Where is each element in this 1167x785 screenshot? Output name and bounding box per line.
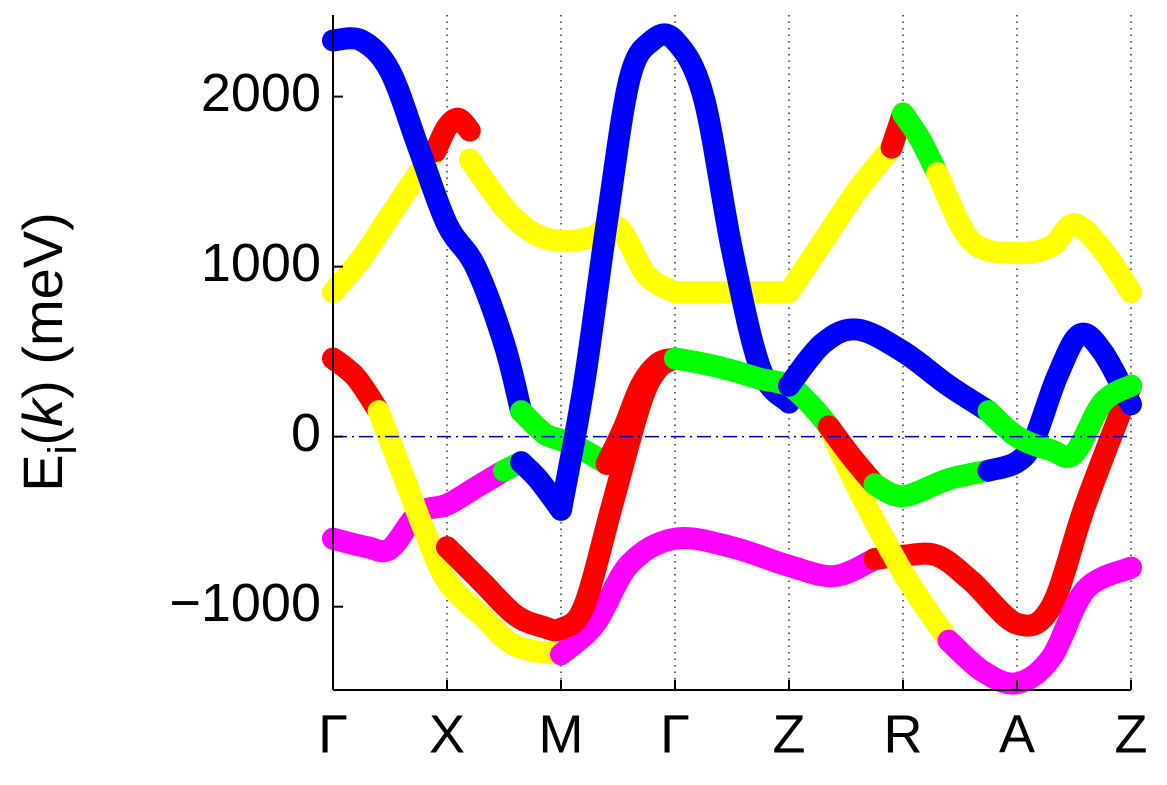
x-tick-label: A <box>999 704 1035 764</box>
x-tick-label: Z <box>1115 704 1148 764</box>
plot-area <box>322 15 1142 695</box>
band-segment <box>510 400 618 475</box>
x-tick-label: Γ <box>318 704 348 764</box>
x-tick-label: M <box>539 704 584 764</box>
x-tick-label: R <box>884 704 923 764</box>
band-segment <box>863 374 1142 637</box>
band-segment <box>367 400 572 666</box>
y-label-part: k <box>11 396 74 427</box>
y-axis-label: Ei(k) (meV) <box>11 212 85 492</box>
band-segment <box>550 527 886 666</box>
x-tick-label: Γ <box>660 704 690 764</box>
band-segment <box>778 318 1000 423</box>
band-segment <box>595 347 686 475</box>
band-segment <box>863 459 1000 508</box>
band-segment <box>926 162 1142 304</box>
band-segment <box>977 374 1142 468</box>
y-label-part: ) (meV) <box>11 212 74 399</box>
y-tick-label: 1000 <box>201 233 321 293</box>
band-segment <box>458 148 686 304</box>
band-segment <box>977 322 1142 482</box>
band-segment <box>424 107 481 163</box>
y-tick-label: −1000 <box>169 573 321 633</box>
x-tick-label: Z <box>773 704 806 764</box>
x-tick-label: X <box>429 704 465 764</box>
y-tick-label: 2000 <box>201 63 321 123</box>
y-tick-label: 0 <box>291 403 321 463</box>
band-segment <box>322 27 533 423</box>
y-label-part: E <box>11 454 74 491</box>
band-segment <box>664 347 840 438</box>
band-segment <box>778 136 903 304</box>
y-label-part: ( <box>11 427 74 446</box>
band-segment <box>550 23 800 521</box>
y-label-part: i <box>41 446 85 455</box>
band-segment <box>937 556 1142 695</box>
